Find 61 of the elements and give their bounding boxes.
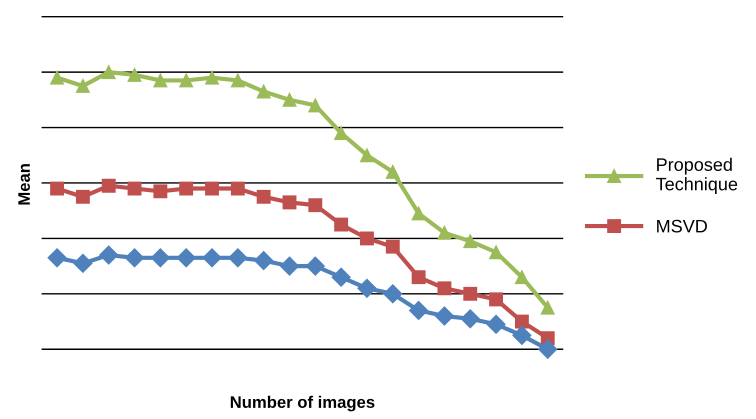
point: [412, 206, 426, 220]
point: [256, 84, 271, 98]
point: [76, 190, 90, 204]
point: [386, 164, 400, 179]
point: [308, 98, 322, 112]
point: [179, 73, 194, 88]
point: [460, 309, 480, 328]
point: [486, 314, 506, 334]
point: [360, 148, 374, 162]
point: [540, 300, 555, 315]
point: [306, 256, 325, 276]
point: [463, 286, 478, 301]
legend-label: MSVD: [657, 220, 707, 233]
point: [150, 248, 170, 268]
point: [512, 326, 532, 345]
y-axis-title: Mean: [18, 164, 30, 205]
point: [73, 254, 92, 273]
point: [50, 182, 64, 196]
point: [360, 231, 374, 246]
point: [463, 234, 478, 248]
point: [76, 79, 90, 93]
point: [538, 340, 558, 359]
point: [412, 270, 426, 284]
point: [205, 182, 219, 196]
x-axis-title: Number of images: [230, 396, 374, 412]
point: [128, 68, 142, 82]
point: [437, 281, 452, 296]
point: [48, 248, 67, 268]
point: [334, 218, 348, 232]
point: [153, 184, 168, 198]
point: [125, 248, 144, 268]
legend-label: Proposed Technique: [656, 158, 738, 194]
point: [437, 226, 452, 240]
point: [102, 65, 116, 80]
point: [489, 292, 504, 306]
point: [386, 240, 400, 254]
point: [514, 314, 529, 328]
point: [228, 248, 248, 268]
point: [102, 178, 116, 193]
point: [357, 278, 376, 298]
point: [256, 190, 271, 204]
point: [254, 251, 274, 270]
point: [383, 284, 402, 304]
point: [332, 268, 351, 287]
point: [205, 70, 219, 85]
point: [179, 182, 194, 196]
point: [176, 248, 196, 268]
point: [230, 73, 245, 88]
point: [514, 270, 529, 284]
point: [308, 198, 322, 212]
point: [280, 256, 300, 276]
point: [128, 182, 142, 196]
point: [230, 182, 245, 196]
point: [282, 195, 296, 210]
point: [202, 248, 222, 268]
point: [50, 70, 64, 85]
point: [434, 306, 454, 326]
point: [99, 245, 118, 265]
point: [153, 73, 168, 88]
point: [409, 300, 428, 320]
point: [282, 92, 296, 107]
